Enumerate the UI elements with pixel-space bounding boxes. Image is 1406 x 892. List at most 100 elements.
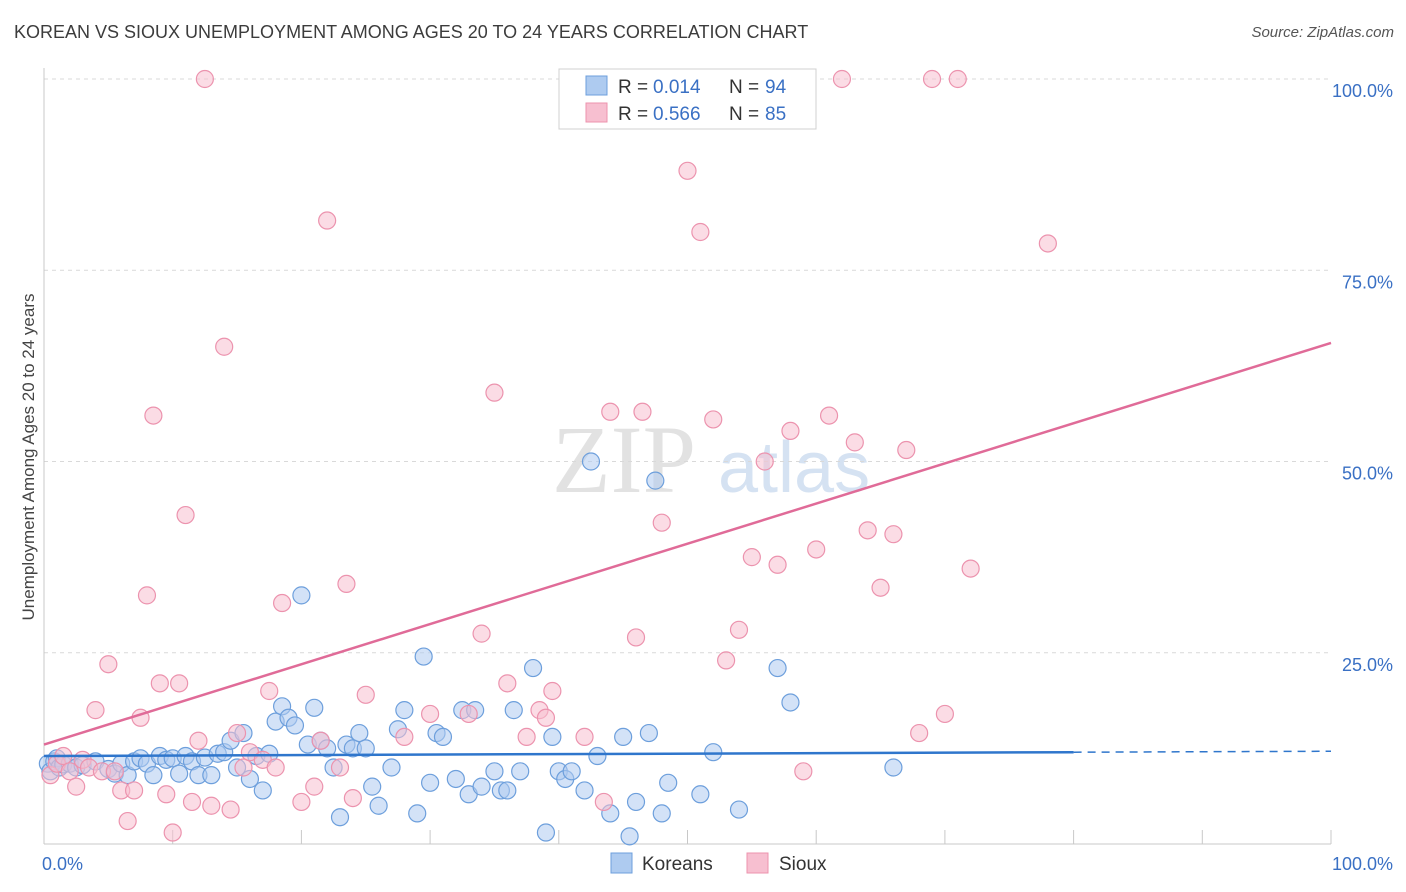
sioux-point-35 xyxy=(292,792,311,812)
sioux-point-44 xyxy=(421,704,440,724)
korean-n-value: 94 xyxy=(765,77,787,98)
sioux-point-26 xyxy=(215,337,234,356)
korean-point-69 xyxy=(504,701,523,720)
sioux-point-38 xyxy=(318,211,337,230)
korean-point-68 xyxy=(498,781,517,800)
data-points xyxy=(38,69,1057,846)
sioux-point-36 xyxy=(305,777,324,796)
sioux-point-55 xyxy=(594,792,613,812)
stats-legend: R = 0.014 N = 94 R = 0.566 N = 85 xyxy=(558,68,817,130)
sioux-point-80 xyxy=(922,69,942,89)
sioux-n-value: 85 xyxy=(765,104,786,125)
korean-point-42 xyxy=(305,698,324,717)
korean-point-57 xyxy=(414,647,433,666)
sioux-point-66 xyxy=(742,548,761,567)
korean-point-78 xyxy=(581,452,601,471)
sioux-point-59 xyxy=(652,513,671,532)
sioux-point-51 xyxy=(536,708,556,727)
series-legend: Koreans Sioux xyxy=(610,852,827,875)
sioux-point-49 xyxy=(517,727,536,747)
sioux-point-75 xyxy=(858,521,877,540)
korean-point-73 xyxy=(543,727,562,747)
trend-lines xyxy=(43,341,1332,758)
sioux-point-15 xyxy=(137,586,157,605)
korean-point-46 xyxy=(330,808,350,827)
x-tick-label-0: 0.0% xyxy=(42,854,83,874)
korean-point-87 xyxy=(659,773,678,792)
korean-point-79 xyxy=(588,746,607,766)
sioux-point-82 xyxy=(948,69,967,89)
sioux-point-10 xyxy=(105,762,124,781)
sioux-point-32 xyxy=(260,681,279,701)
y-tick-label-0: 25.0% xyxy=(1342,655,1393,675)
sioux-point-3 xyxy=(60,762,79,781)
sioux-point-27 xyxy=(221,800,240,819)
sioux-point-13 xyxy=(124,781,144,800)
korean-point-26 xyxy=(202,766,221,785)
sioux-point-21 xyxy=(176,505,195,525)
sioux-point-73 xyxy=(832,69,852,89)
korean-point-40 xyxy=(292,586,311,605)
korean-point-93 xyxy=(884,758,903,777)
sioux-point-58 xyxy=(633,402,652,421)
korean-point-92 xyxy=(781,693,800,712)
korean-point-49 xyxy=(350,723,369,743)
sioux-point-29 xyxy=(234,758,253,777)
sioux-point-43 xyxy=(395,727,414,747)
x-tick-label-1: 100.0% xyxy=(1332,854,1393,874)
sioux-point-22 xyxy=(182,792,202,812)
korean-point-56 xyxy=(408,804,427,823)
sioux-point-74 xyxy=(845,433,864,452)
korean-point-72 xyxy=(536,823,556,842)
sioux-point-42 xyxy=(356,685,375,704)
korean-point-81 xyxy=(614,727,633,747)
legend-sioux-label: Sioux xyxy=(779,854,827,875)
sioux-point-71 xyxy=(807,540,826,559)
korean-point-71 xyxy=(523,658,543,678)
sioux-point-70 xyxy=(794,762,813,781)
sioux-point-45 xyxy=(459,704,478,724)
korean-point-61 xyxy=(446,769,465,789)
korean-point-53 xyxy=(382,758,401,777)
sioux-point-48 xyxy=(498,674,517,693)
chart-title: KOREAN VS SIOUX UNEMPLOYMENT AMONG AGES … xyxy=(14,22,809,42)
sioux-point-37 xyxy=(311,731,330,750)
sioux-point-83 xyxy=(961,559,980,578)
sioux-point-61 xyxy=(678,161,697,180)
sioux-point-77 xyxy=(884,525,903,544)
sioux-point-64 xyxy=(717,651,736,670)
sioux-swatch xyxy=(585,102,608,123)
korean-point-77 xyxy=(575,781,594,800)
sioux-point-17 xyxy=(150,674,169,693)
sioux-point-19 xyxy=(163,823,182,842)
sioux-point-23 xyxy=(189,731,208,750)
korean-point-76 xyxy=(562,762,581,781)
sioux-point-76 xyxy=(871,578,890,597)
y-tick-label-2: 75.0% xyxy=(1342,272,1393,292)
korean-point-58 xyxy=(421,773,440,792)
sioux-point-20 xyxy=(170,674,189,693)
sioux-point-47 xyxy=(485,383,504,402)
korean-trend-extension xyxy=(1073,750,1332,753)
sioux-point-84 xyxy=(1038,234,1057,253)
sioux-r-value: 0.566 xyxy=(653,104,701,125)
korean-point-66 xyxy=(485,762,504,781)
sioux-point-34 xyxy=(272,593,292,613)
korean-point-85 xyxy=(646,471,665,490)
sioux-point-81 xyxy=(935,704,955,724)
y-tick-label-1: 50.0% xyxy=(1342,464,1393,484)
watermark-zip: ZIP xyxy=(552,406,696,513)
tick-labels: 25.0% 50.0% 75.0% 100.0% 0.0% 100.0% xyxy=(42,81,1393,874)
sioux-point-16 xyxy=(144,406,163,425)
sioux-point-40 xyxy=(337,574,356,594)
korean-point-55 xyxy=(395,701,414,720)
sioux-n-label: N = xyxy=(729,104,759,125)
sioux-point-67 xyxy=(755,452,774,471)
korean-point-34 xyxy=(253,781,272,800)
legend-koreans-label: Koreans xyxy=(642,854,713,875)
legend-koreans-swatch xyxy=(610,852,633,874)
sioux-trend-line xyxy=(43,341,1332,746)
sioux-point-25 xyxy=(202,796,221,815)
sioux-point-65 xyxy=(729,620,749,639)
